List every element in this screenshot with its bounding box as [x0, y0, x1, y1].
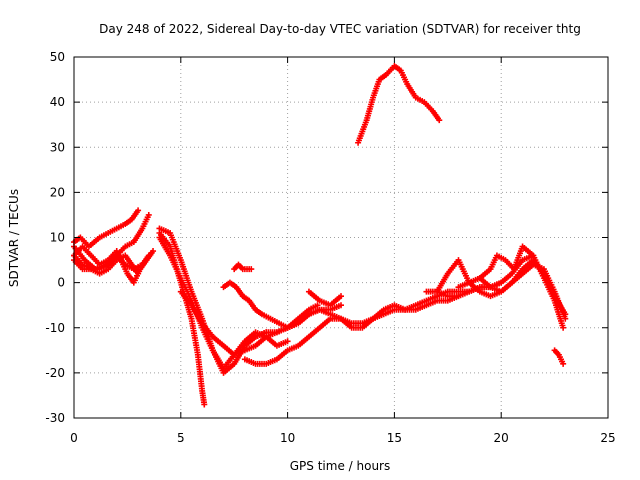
- data-point: [338, 293, 344, 300]
- grid-lines: [74, 57, 608, 418]
- x-axis-ticks: 0 5 10 15 20 25: [70, 57, 616, 445]
- data-series: [71, 63, 569, 408]
- y-axis-ticks: -30 -20 -10 0 10 20 30 40 50: [45, 50, 608, 425]
- series-track-o: [355, 63, 443, 146]
- y-tick-label: 30: [50, 140, 65, 154]
- data-point: [248, 266, 255, 273]
- x-tick-label: 20: [494, 431, 509, 445]
- data-point: [201, 401, 208, 408]
- y-tick-label: 20: [50, 185, 65, 199]
- y-tick-label: 10: [50, 231, 65, 245]
- data-point: [150, 248, 157, 255]
- y-axis-label: SDTVAR / TECUs: [7, 189, 21, 287]
- data-point: [145, 211, 152, 218]
- series-track-j: [220, 279, 321, 331]
- data-point: [135, 270, 142, 277]
- data-point: [436, 117, 443, 124]
- x-tick-label: 15: [387, 431, 402, 445]
- x-tick-label: 5: [177, 431, 185, 445]
- data-point: [338, 302, 344, 309]
- y-tick-label: -20: [45, 366, 65, 380]
- series-track-r: [476, 243, 567, 331]
- x-tick-label: 10: [280, 431, 295, 445]
- data-point: [314, 302, 321, 309]
- data-point: [145, 252, 152, 259]
- data-point: [284, 338, 291, 345]
- data-point: [562, 315, 569, 322]
- data-point: [560, 360, 567, 367]
- x-tick-label: 25: [600, 431, 615, 445]
- series-track-n: [305, 288, 344, 309]
- series-track-s: [455, 261, 569, 322]
- series-track-k: [231, 261, 255, 273]
- data-point: [560, 324, 567, 331]
- y-tick-label: -10: [45, 321, 65, 335]
- y-tick-label: 0: [57, 276, 65, 290]
- y-tick-label: -30: [45, 411, 65, 425]
- series-track-e: [71, 252, 142, 277]
- x-tick-label: 0: [70, 431, 78, 445]
- data-point: [135, 207, 142, 214]
- series-track-t: [551, 347, 567, 367]
- chart-title: Day 248 of 2022, Sidereal Day-to-day VTE…: [99, 22, 581, 36]
- x-axis-label: GPS time / hours: [290, 459, 391, 473]
- y-tick-label: 50: [50, 50, 65, 64]
- series-track-m: [252, 279, 505, 340]
- y-tick-label: 40: [50, 95, 65, 109]
